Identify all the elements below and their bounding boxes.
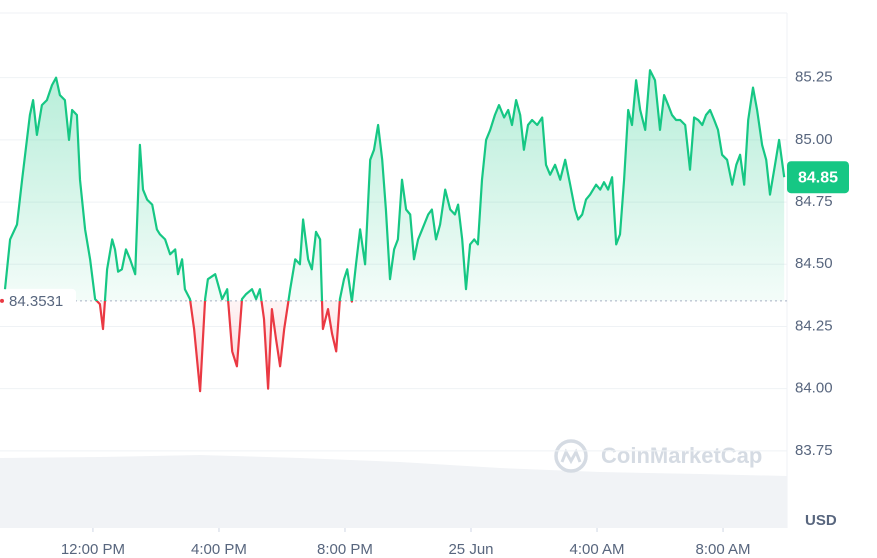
current-price-label: 84.85 — [798, 169, 838, 186]
y-tick-label: 84.00 — [795, 380, 833, 397]
plot — [0, 69, 787, 452]
y-tick-label: 84.25 — [795, 317, 833, 334]
watermark-text: CoinMarketCap — [601, 443, 762, 468]
y-tick-label: 83.75 — [795, 442, 833, 459]
currency-label: USD — [805, 512, 837, 529]
x-tick-label: 8:00 AM — [696, 541, 751, 558]
reference-label-box — [4, 288, 76, 313]
price-area — [5, 70, 785, 392]
price-line — [3, 69, 786, 393]
reference-label: 84.3531 — [9, 293, 63, 310]
volume-area — [0, 455, 787, 528]
current-price-badge — [787, 161, 849, 194]
y-tick-label: 85.25 — [795, 69, 833, 86]
y-tick-label: 84.50 — [795, 255, 833, 272]
x-tick-label: 4:00 PM — [191, 541, 247, 558]
x-tick-label: 12:00 PM — [61, 541, 125, 558]
watermark: CoinMarketCap — [554, 439, 762, 473]
x-tick-label: 4:00 AM — [570, 541, 625, 558]
reference-dot — [0, 298, 4, 303]
y-tick-label: 85.00 — [795, 131, 833, 148]
y-tick-label: 84.75 — [795, 193, 833, 210]
x-tick-label: 8:00 PM — [317, 541, 373, 558]
x-tick-label: 25 Jun — [448, 541, 493, 558]
